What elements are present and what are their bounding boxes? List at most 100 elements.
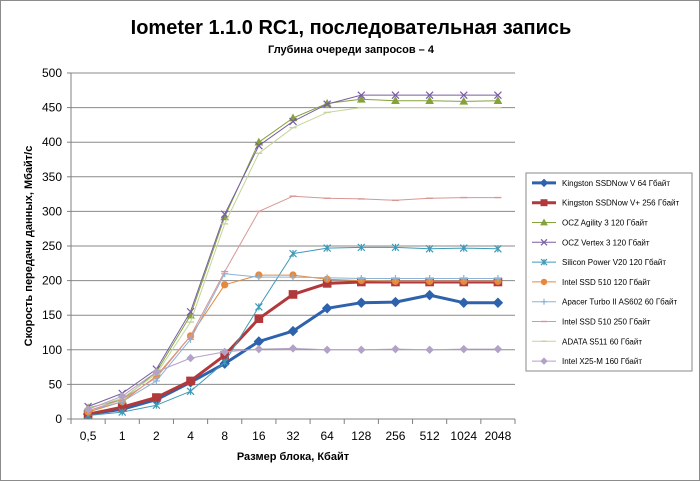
y-tick-label: 0	[55, 412, 62, 426]
marker	[221, 281, 229, 289]
marker	[425, 345, 434, 355]
y-axis-label: Скорость передачи данных, Мбайт/с	[23, 146, 35, 347]
marker	[220, 210, 229, 219]
grid-lines	[71, 72, 515, 385]
legend-entry: ADATA S511 60 Гбайт	[532, 337, 642, 346]
axes	[67, 72, 516, 424]
marker	[458, 297, 469, 308]
marker	[459, 96, 469, 105]
legend-entry: Apacer Turbo II AS602 60 Гбайт	[532, 298, 677, 307]
marker	[493, 96, 503, 104]
legend-entry: Intel SSD 510 120 Гбайт	[532, 278, 651, 287]
series	[83, 344, 503, 414]
x-tick-label: 32	[286, 429, 300, 443]
legend-entry: Intel SSD 510 250 Гбайт	[532, 318, 651, 327]
x-tick-label: 0,5	[80, 429, 97, 443]
marker	[83, 405, 93, 414]
marker	[390, 296, 401, 308]
marker	[186, 353, 195, 363]
marker	[540, 238, 548, 246]
legend-entry: Kingston SSDNow V+ 256 Гбайт	[532, 199, 679, 208]
marker	[323, 274, 331, 282]
legend-entry: OCZ Agility 3 120 Гбайт	[532, 218, 648, 228]
marker	[287, 325, 299, 337]
marker	[288, 344, 298, 353]
y-tick-label: 300	[42, 204, 62, 218]
series-line	[87, 107, 498, 410]
marker	[541, 298, 547, 305]
legend-label: Kingston SSDNow V+ 256 Гбайт	[562, 199, 679, 208]
marker	[540, 278, 548, 286]
chart-title: Iometer 1.1.0 RC1, последовательная запи…	[131, 17, 572, 39]
legend: Kingston SSDNow V 64 Гбайт Kingston SSDNo…	[525, 172, 693, 372]
marker	[540, 258, 548, 266]
marker	[391, 96, 400, 104]
marker	[425, 91, 434, 100]
marker	[493, 344, 503, 354]
series	[84, 243, 502, 420]
marker	[220, 358, 229, 367]
marker	[289, 273, 297, 281]
marker	[254, 302, 263, 311]
y-tick-label: 400	[42, 135, 62, 149]
x-tick-label: 1024	[450, 429, 477, 443]
series-line	[87, 293, 498, 416]
marker	[254, 344, 264, 354]
y-tick-label: 50	[49, 377, 63, 391]
legend-entry: Intel X25-M 160 Гбайт	[532, 357, 642, 366]
y-tick-label: 100	[42, 343, 62, 357]
marker	[356, 297, 367, 308]
marker	[254, 314, 264, 323]
marker	[357, 345, 366, 355]
x-tick-label: 16	[252, 429, 266, 443]
marker	[357, 91, 366, 100]
marker	[494, 275, 502, 283]
legend-label: Intel X25-M 160 Гбайт	[562, 357, 642, 366]
x-tick-label: 1	[119, 429, 126, 443]
marker	[391, 243, 400, 252]
legend-label: Apacer Turbo II AS602 60 Гбайт	[562, 298, 677, 307]
marker	[492, 297, 504, 308]
marker	[540, 357, 548, 365]
x-tick-label: 128	[351, 429, 371, 443]
x-tick-label: 2	[153, 429, 160, 443]
marker	[152, 377, 160, 385]
x-tick-label: 8	[221, 429, 228, 443]
marker	[220, 347, 229, 357]
legend-label: Intel SSD 510 120 Гбайт	[562, 278, 651, 287]
legend-entry: Kingston SSDNow V 64 Гбайт	[532, 178, 670, 188]
marker	[322, 345, 332, 355]
series	[84, 106, 502, 410]
legend-label: ADATA S511 60 Гбайт	[562, 337, 642, 346]
x-tick-label: 2048	[485, 429, 512, 443]
marker	[459, 244, 468, 253]
series	[84, 270, 502, 415]
legend-label: Intel SSD 510 250 Гбайт	[562, 318, 651, 327]
marker	[425, 96, 434, 104]
legend-entry: Silicon Power V20 120 Гбайт	[532, 258, 666, 267]
marker	[288, 290, 298, 299]
marker	[118, 391, 127, 401]
y-tick-label: 200	[42, 274, 62, 288]
marker	[323, 100, 332, 109]
marker	[152, 393, 161, 402]
marker	[460, 275, 468, 283]
marker	[255, 273, 263, 281]
marker	[424, 289, 435, 301]
x-tick-label: 4	[187, 429, 194, 443]
x-axis-label: Размер блока, Кбайт	[237, 451, 350, 463]
legend-label: OCZ Agility 3 120 Гбайт	[562, 219, 648, 228]
marker	[493, 91, 502, 100]
marker	[426, 275, 434, 283]
marker	[118, 408, 127, 417]
y-tick-labels: 0 50 100 150 200 250 300 350 400 450 500	[42, 66, 62, 426]
marker	[321, 303, 333, 314]
legend-label: Silicon Power V20 120 Гбайт	[562, 258, 666, 267]
marker	[539, 178, 549, 188]
marker	[391, 91, 400, 100]
marker	[356, 94, 366, 103]
x-tick-label: 512	[420, 429, 440, 443]
series-group	[82, 91, 504, 420]
